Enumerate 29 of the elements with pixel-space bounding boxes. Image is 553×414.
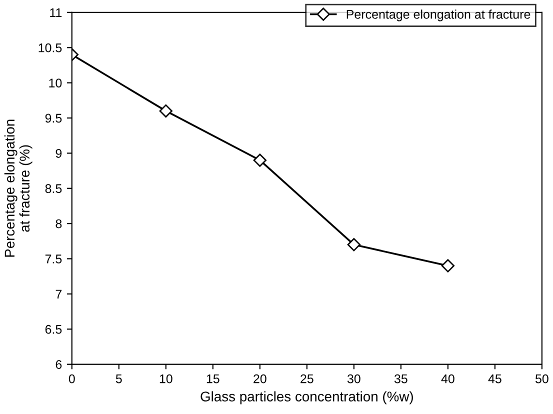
point: [347, 238, 361, 252]
legend-label: Percentage elongation at fracture: [346, 10, 530, 22]
point: [441, 259, 455, 272]
x-tick-label: 50: [535, 374, 548, 384]
y-tick-label: 10: [49, 78, 62, 88]
x-axis-title: Glass particles concentration (%w): [200, 391, 413, 404]
y-tick-label: 6: [56, 360, 62, 369]
y-tick-label: 8.5: [45, 184, 62, 194]
y-tick-label: 9.5: [45, 114, 62, 123]
x-tick-label: 15: [206, 374, 220, 384]
x-tick-label: 20: [254, 374, 266, 384]
point: [253, 154, 266, 167]
y-axis-title: Percentage elongation at fracture (%): [4, 120, 32, 257]
y-tick-label: 7.5: [45, 254, 62, 264]
x-tick-label: 35: [394, 374, 408, 384]
x-tick-label: 25: [300, 374, 314, 384]
y-tick-label: 9: [56, 148, 62, 158]
x-tick-label: 45: [488, 374, 502, 384]
x-tick-label: 0: [68, 374, 75, 384]
y-tick-label: 10.5: [38, 43, 62, 52]
x-tick-label: 5: [116, 374, 122, 384]
x-tick-label: 10: [160, 374, 172, 384]
y-tick-label: 6.5: [45, 324, 62, 334]
x-tick-label: 40: [441, 374, 454, 384]
y-tick-label: 8: [56, 219, 62, 228]
point: [159, 104, 172, 118]
y-tick-label: 11: [50, 8, 62, 17]
x-tick-label: 30: [347, 374, 360, 384]
y-tick-label: 7: [56, 290, 62, 298]
